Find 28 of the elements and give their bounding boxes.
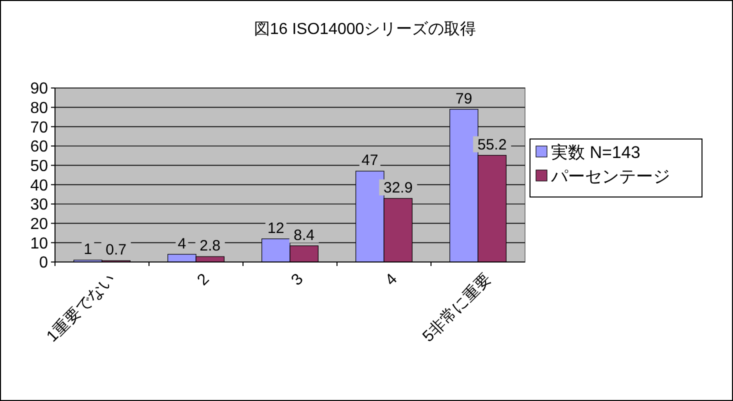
data-label: 4 [178,235,186,252]
data-label: 12 [268,220,284,237]
data-label: 8.4 [294,226,315,244]
data-label: 47 [362,152,378,170]
chart-title: 図16 ISO14000シリーズの取得 [254,21,476,38]
x-tick-label: 1重要でない [43,270,119,346]
y-tick-label: 0 [39,254,48,272]
y-tick-label: 90 [30,80,48,98]
x-tick-label: 5非常に重要 [419,270,495,346]
data-label: 2.8 [200,238,221,255]
legend-label: パーセンテージ [550,166,670,186]
data-label: 55.2 [478,136,507,154]
y-tick-label: 20 [30,216,48,233]
y-tick-label: 10 [30,235,48,252]
data-label: 1 [84,241,92,258]
data-label: 32.9 [384,179,413,196]
y-tick-label: 30 [30,196,48,214]
y-tick-label: 60 [30,138,48,156]
x-tick-label: 2 [194,270,213,290]
x-tick-label: 3 [288,270,307,290]
legend-label: 実数 N=143 [551,142,640,162]
y-tick-label: 80 [30,100,48,117]
y-tick-label: 40 [30,177,48,194]
x-tick-label: 4 [382,270,401,290]
data-label: 79 [456,90,472,108]
y-tick-label: 50 [30,158,48,175]
y-tick-label: 70 [30,119,48,136]
data-label: 0.7 [106,242,127,259]
